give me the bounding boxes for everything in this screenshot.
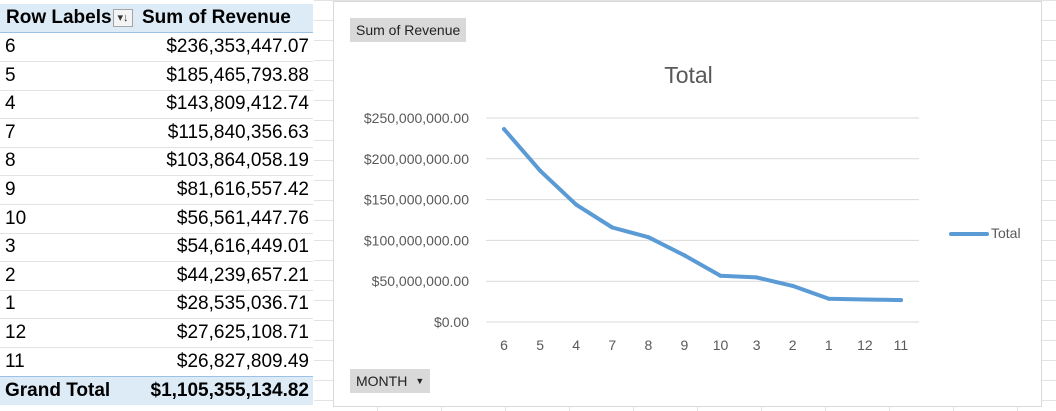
chart-title: Total [664, 62, 713, 88]
data-point[interactable] [826, 296, 831, 301]
pivot-row[interactable]: 3 $54,616,449.01 [0, 233, 313, 263]
x-tick-label: 3 [753, 337, 761, 353]
pivot-row[interactable]: 4 $143,809,412.74 [0, 90, 313, 120]
row-value: $81,616,557.42 [176, 179, 309, 200]
pivot-row[interactable]: 2 $44,239,657.21 [0, 262, 313, 291]
y-tick-label: $150,000,000.00 [364, 192, 469, 208]
row-label: 3 [5, 236, 16, 258]
grand-total-value: $1,105,355,134.82 [150, 380, 310, 402]
row-value: $28,535,036.71 [176, 293, 309, 315]
x-tick-label: 8 [644, 337, 652, 353]
x-tick-label: 11 [894, 337, 909, 353]
pivot-row[interactable]: 10 $56,561,447.76 [0, 205, 313, 234]
legend-entry-total: Total [991, 225, 1021, 241]
legend: Total [949, 223, 1021, 243]
pivot-row[interactable]: 6 $236,353,447.07 [0, 33, 313, 62]
row-value: $185,465,793.88 [166, 64, 309, 86]
row-label: 7 [5, 121, 16, 143]
row-label: 8 [5, 150, 16, 172]
grand-total-row[interactable]: Grand Total $1,105,355,134.82 [0, 376, 313, 406]
legend-line-swatch [949, 232, 989, 237]
x-tick-label: 12 [857, 337, 873, 353]
data-point[interactable] [718, 273, 723, 278]
data-point[interactable] [646, 235, 651, 240]
data-point[interactable] [898, 298, 903, 303]
y-tick-label: $50,000,000.00 [372, 273, 470, 289]
row-label: 4 [5, 93, 16, 115]
grand-total-label: Grand Total [5, 380, 111, 402]
pivot-row[interactable]: 11 $26,827,809.49 [0, 348, 313, 377]
row-value: $44,239,657.21 [176, 264, 309, 286]
row-label: 1 [5, 293, 16, 315]
x-tick-label: 7 [608, 337, 616, 353]
data-point[interactable] [754, 275, 759, 280]
y-tick-label: $250,000,000.00 [364, 110, 469, 126]
row-labels-header[interactable]: Row Labels [6, 7, 112, 28]
x-tick-label: 2 [789, 337, 797, 353]
data-point[interactable] [610, 225, 615, 230]
data-point[interactable] [682, 253, 687, 258]
month-field-button[interactable]: MONTH ▼ [350, 369, 431, 393]
data-point[interactable] [538, 168, 543, 173]
y-tick-label: $200,000,000.00 [364, 151, 469, 167]
y-tick-label: $100,000,000.00 [364, 232, 469, 248]
pivot-row[interactable]: 9 $81,616,557.42 [0, 176, 313, 205]
row-value: $26,827,809.49 [176, 350, 309, 372]
data-point[interactable] [862, 297, 867, 302]
row-value: $27,625,108.71 [176, 322, 309, 343]
x-tick-label: 10 [713, 337, 729, 353]
pivot-row[interactable]: 8 $103,864,058.19 [0, 147, 313, 177]
data-point[interactable] [502, 127, 507, 132]
x-tick-label: 1 [825, 337, 833, 353]
sort-filter-icon[interactable]: ▾↓ [113, 9, 133, 27]
plot-area: $0.00 $50,000,000.00 $100,000,000.00 $150,0… [364, 110, 919, 353]
row-label: 11 [5, 350, 25, 372]
pivot-header-row: Row Labels ▾↓ Sum of Revenue [0, 4, 313, 33]
month-field-label: MONTH [356, 373, 408, 389]
x-tick-label: 5 [536, 337, 544, 353]
chevron-down-icon: ▼ [415, 376, 425, 386]
series-line-total[interactable] [502, 127, 903, 303]
pivot-row[interactable]: 1 $28,535,036.71 [0, 290, 313, 320]
row-value: $236,353,447.07 [166, 36, 309, 57]
x-tick-label: 6 [500, 337, 508, 353]
pivot-row[interactable]: 5 $185,465,793.88 [0, 62, 313, 91]
row-label: 9 [5, 179, 16, 200]
row-value: $54,616,449.01 [176, 236, 309, 258]
row-value: $115,840,356.63 [167, 121, 309, 143]
row-value: $143,809,412.74 [166, 93, 309, 115]
row-value: $56,561,447.76 [176, 207, 309, 229]
row-label: 5 [5, 64, 16, 86]
pivot-chart[interactable]: Sum of Revenue Total $0.00 $50,000,000.00… [333, 1, 1042, 407]
row-value: $103,864,058.19 [166, 150, 309, 172]
x-tick-label: 9 [681, 337, 689, 353]
pivot-row[interactable]: 12 $27,625,108.71 [0, 319, 313, 348]
row-label: 6 [5, 36, 16, 57]
row-label: 10 [5, 207, 27, 229]
data-point[interactable] [574, 202, 579, 207]
data-point[interactable] [790, 283, 795, 288]
row-label: 12 [5, 322, 27, 343]
row-label: 2 [5, 264, 16, 286]
sum-of-revenue-header[interactable]: Sum of Revenue [142, 7, 291, 28]
pivot-row[interactable]: 7 $115,840,356.63 [0, 119, 313, 148]
sum-of-revenue-field-button[interactable]: Sum of Revenue [350, 18, 467, 42]
y-tick-label: $0.00 [434, 314, 469, 330]
x-tick-label: 4 [572, 337, 580, 353]
pivot-table: Row Labels ▾↓ Sum of Revenue 6 $236,353,4… [0, 0, 314, 411]
